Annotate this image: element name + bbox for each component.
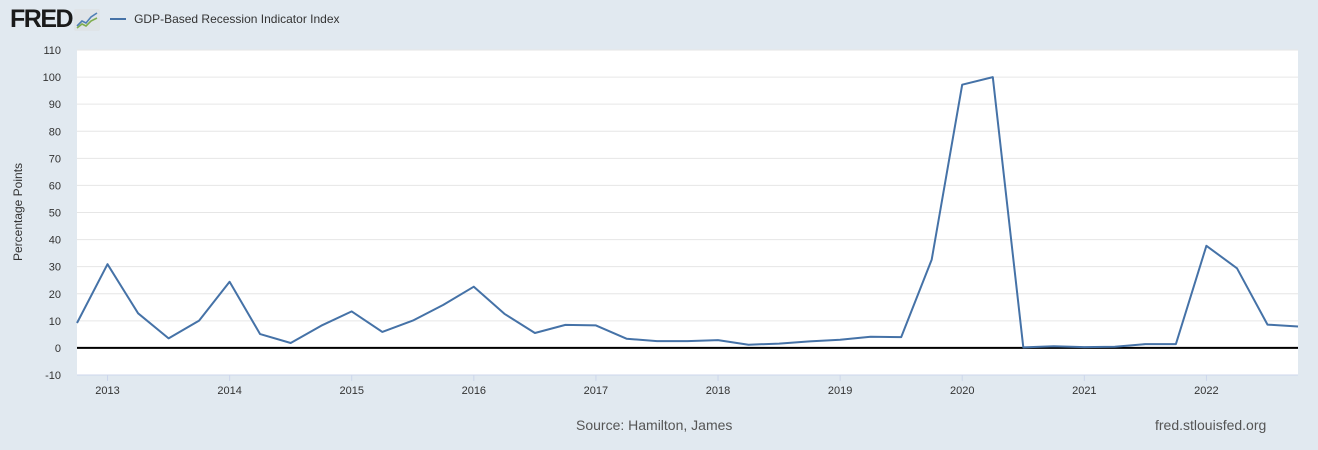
y-tick-label: 60	[49, 180, 61, 192]
x-tick-label: 2018	[706, 385, 730, 397]
x-tick-label: 2017	[584, 385, 608, 397]
x-tick-label: 2013	[95, 385, 119, 397]
y-tick-label: 70	[49, 153, 61, 165]
x-tick-label: 2015	[339, 385, 363, 397]
source-credit: Source: Hamilton, James	[576, 417, 733, 433]
y-tick-label: 0	[55, 343, 61, 355]
x-tick-label: 2020	[950, 385, 974, 397]
y-tick-label: 90	[49, 99, 61, 111]
legend[interactable]: GDP-Based Recession Indicator Index	[110, 12, 340, 26]
x-tick-label: 2019	[828, 385, 852, 397]
chart-trend-icon	[74, 9, 101, 31]
y-tick-label: 30	[49, 262, 61, 274]
y-tick-label: 10	[49, 316, 61, 328]
y-tick-label: 20	[49, 289, 61, 301]
y-tick-label: 50	[49, 208, 61, 220]
chart-header: FRED GDP-Based Recession Indicator Index	[10, 5, 340, 33]
legend-label: GDP-Based Recession Indicator Index	[134, 12, 340, 26]
y-tick-label: 80	[49, 126, 61, 138]
y-axis-title: Percentage Points	[11, 162, 25, 262]
x-tick-label: 2021	[1072, 385, 1096, 397]
y-tick-label: -10	[45, 370, 61, 382]
site-url[interactable]: fred.stlouisfed.org	[1155, 417, 1267, 433]
fred-logo[interactable]: FRED	[10, 5, 74, 33]
x-tick-label: 2014	[217, 385, 241, 397]
y-tick-label: 40	[49, 235, 61, 247]
x-tick-label: 2016	[462, 385, 486, 397]
y-tick-label: 100	[43, 72, 61, 84]
legend-swatch	[110, 18, 127, 20]
y-tick-label: 110	[43, 45, 61, 57]
x-tick-label: 2022	[1194, 385, 1218, 397]
series-line[interactable]	[76, 76, 1299, 349]
